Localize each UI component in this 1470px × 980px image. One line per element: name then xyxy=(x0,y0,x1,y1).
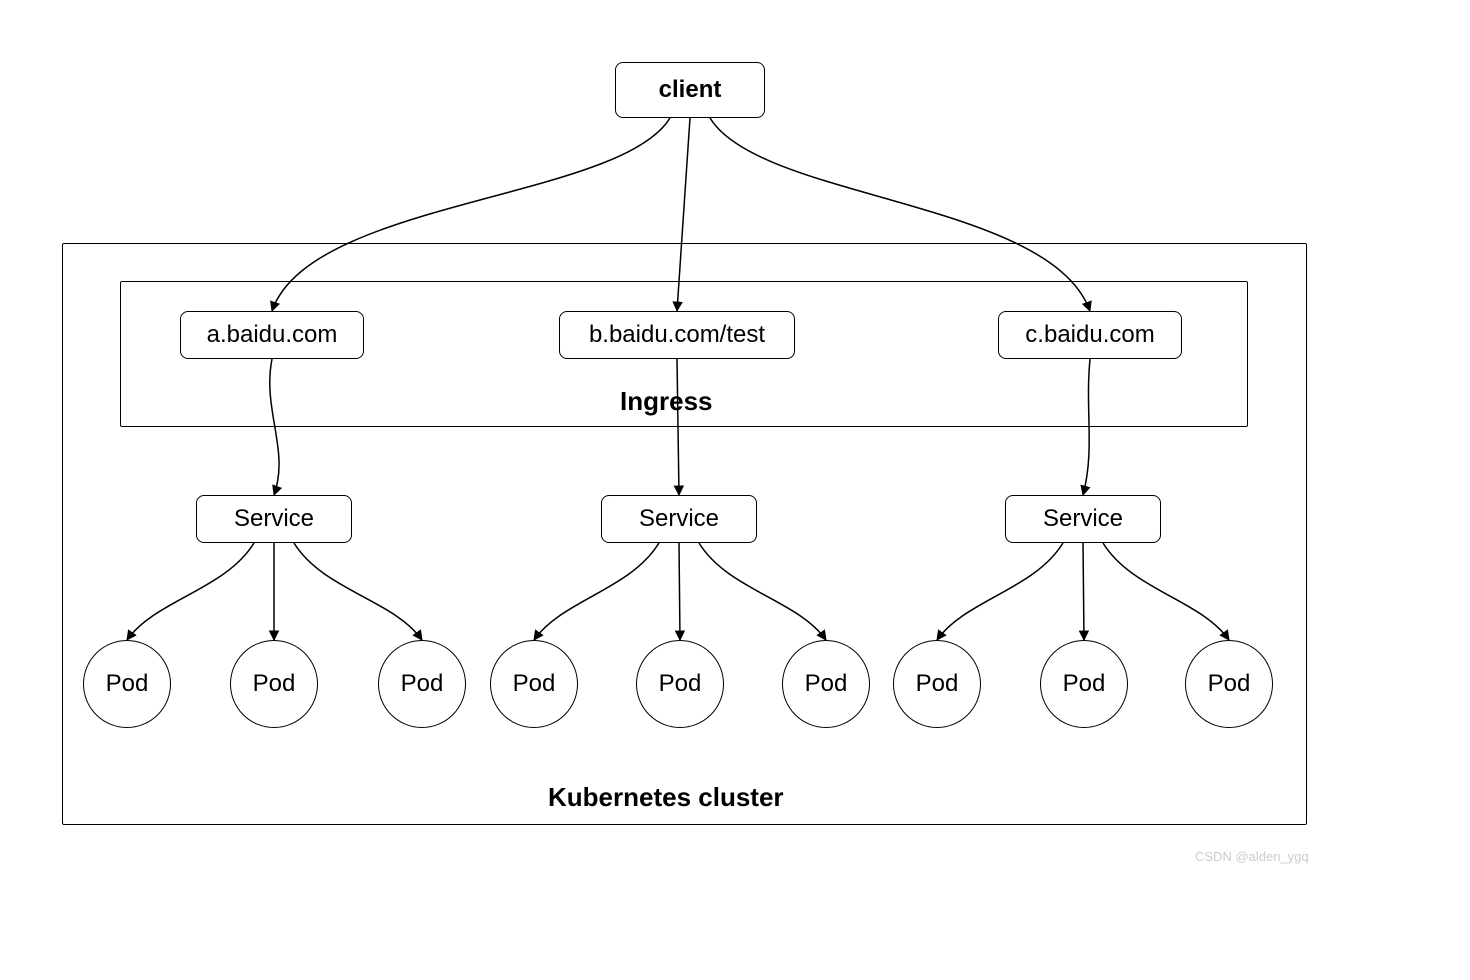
pod-5-label: Pod xyxy=(659,670,702,698)
pod-6-label: Pod xyxy=(805,670,848,698)
pod-6: Pod xyxy=(782,640,870,728)
route-b-label: b.baidu.com/test xyxy=(589,321,765,349)
client-label: client xyxy=(659,76,722,104)
service-2: Service xyxy=(601,495,757,543)
route-b: b.baidu.com/test xyxy=(559,311,795,359)
pod-2-label: Pod xyxy=(253,670,296,698)
pod-1-label: Pod xyxy=(106,670,149,698)
pod-1: Pod xyxy=(83,640,171,728)
ingress-label: Ingress xyxy=(620,386,713,417)
service-1-label: Service xyxy=(234,505,314,533)
route-c-label: c.baidu.com xyxy=(1025,321,1154,349)
client-node: client xyxy=(615,62,765,118)
route-c: c.baidu.com xyxy=(998,311,1182,359)
pod-2: Pod xyxy=(230,640,318,728)
pod-7-label: Pod xyxy=(916,670,959,698)
watermark: CSDN @alden_ygq xyxy=(1195,849,1309,864)
pod-9-label: Pod xyxy=(1208,670,1251,698)
pod-3: Pod xyxy=(378,640,466,728)
cluster-label: Kubernetes cluster xyxy=(548,782,784,813)
pod-4: Pod xyxy=(490,640,578,728)
pod-5: Pod xyxy=(636,640,724,728)
k8s-ingress-diagram: Kubernetes cluster Ingress client a.baid… xyxy=(0,0,1470,980)
service-3-label: Service xyxy=(1043,505,1123,533)
pod-7: Pod xyxy=(893,640,981,728)
pod-4-label: Pod xyxy=(513,670,556,698)
pod-8-label: Pod xyxy=(1063,670,1106,698)
pod-9: Pod xyxy=(1185,640,1273,728)
pod-8: Pod xyxy=(1040,640,1128,728)
route-a: a.baidu.com xyxy=(180,311,364,359)
pod-3-label: Pod xyxy=(401,670,444,698)
service-3: Service xyxy=(1005,495,1161,543)
route-a-label: a.baidu.com xyxy=(207,321,338,349)
service-1: Service xyxy=(196,495,352,543)
service-2-label: Service xyxy=(639,505,719,533)
